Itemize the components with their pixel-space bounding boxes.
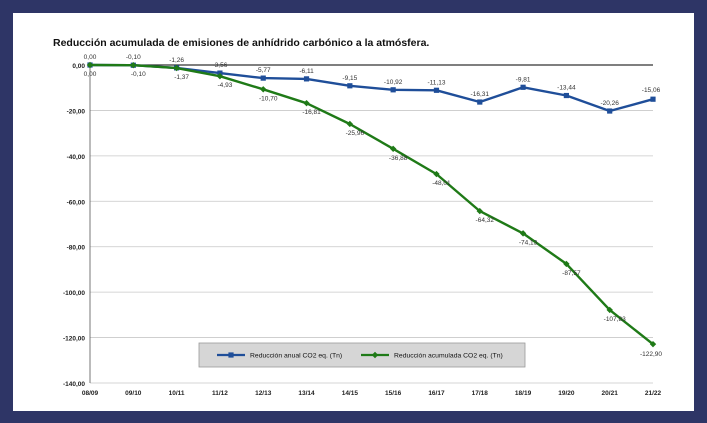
data-point <box>607 108 613 114</box>
data-labels: 0,00 -0,10 -1,26 -3,56 -5,77 -6,11 -9,15 -10,92… <box>84 54 663 358</box>
data-point <box>606 306 613 314</box>
data-label: -0,10 <box>126 54 141 61</box>
data-label: -6,11 <box>299 68 314 75</box>
data-point <box>519 230 527 237</box>
legend: Reducción anual CO2 eq. (Tn) Reducción ac… <box>198 342 526 368</box>
data-label: -9,15 <box>342 75 357 82</box>
y-tick-label: -80,00 <box>67 245 86 252</box>
gridlines <box>89 64 653 384</box>
series-lines <box>86 61 657 348</box>
data-label: -122,90 <box>640 351 662 358</box>
data-point <box>390 87 396 93</box>
data-label: -13,44 <box>557 85 576 92</box>
data-point <box>650 96 656 102</box>
data-label: -11,13 <box>427 79 445 86</box>
data-label: -16,81 <box>302 109 321 116</box>
x-tick-labels: 08/09 09/10 10/11 11/12 12/13 13/14 14/15 15/16… <box>82 390 662 397</box>
data-label: -10,70 <box>259 95 278 102</box>
data-point <box>477 99 483 105</box>
data-label: 0,00 <box>84 54 97 61</box>
x-tick-label: 14/15 <box>342 390 359 397</box>
legend-marker <box>371 351 379 359</box>
data-point <box>433 170 440 178</box>
data-point <box>260 75 266 81</box>
data-point <box>260 86 267 93</box>
y-tick-label: -120,00 <box>63 336 85 343</box>
data-label: -87,57 <box>562 270 581 277</box>
data-point <box>649 340 657 348</box>
x-tick-label: 19/20 <box>558 390 575 397</box>
x-tick-label: 17/18 <box>472 390 489 397</box>
data-label: -15,06 <box>642 87 661 94</box>
legend-marker <box>228 352 234 358</box>
x-tick-label: 10/11 <box>169 390 185 397</box>
data-label: -36,88 <box>389 155 408 162</box>
y-tick-label: 0,00 <box>72 63 85 70</box>
data-label: 0,00 <box>84 71 97 78</box>
data-label: -0,10 <box>131 71 146 78</box>
emissions-chart: Reducción acumulada de emisiones de anhí… <box>53 37 663 397</box>
data-point <box>476 207 483 215</box>
legend-label: Reducción anual CO2 eq. (Tn) <box>250 353 342 360</box>
data-point <box>389 145 397 152</box>
y-tick-label: -40,00 <box>67 154 86 161</box>
y-tick-label: -140,00 <box>63 381 85 388</box>
x-tick-label: 20/21 <box>602 390 619 397</box>
data-point <box>520 84 526 90</box>
data-label: -1,37 <box>174 74 189 81</box>
data-label: -5,77 <box>256 67 271 74</box>
x-tick-label: 12/13 <box>255 390 272 397</box>
x-tick-label: 08/09 <box>82 390 99 397</box>
data-point <box>347 83 353 89</box>
data-label: -9,81 <box>516 76 531 83</box>
x-tick-label: 16/17 <box>428 390 445 397</box>
data-label: -74,13 <box>519 239 538 246</box>
y-tick-label: -60,00 <box>67 199 86 206</box>
chart-panel: Reducción acumulada de emisiones de anhí… <box>13 13 694 411</box>
data-label: -3,56 <box>213 62 228 69</box>
data-point <box>130 62 137 69</box>
y-tick-labels: 0,00 -20,00 -40,00 -60,00 -80,00 -100,00 -120,… <box>63 63 85 388</box>
data-label: -64,32 <box>476 217 495 224</box>
data-point <box>86 61 94 69</box>
legend-label: Reducción acumulada CO2 eq. (Tn) <box>394 353 503 360</box>
data-point <box>433 87 440 93</box>
data-label: -25,96 <box>346 130 365 137</box>
chart-title: Reducción acumulada de emisiones de anhí… <box>53 37 429 49</box>
data-point <box>173 64 180 72</box>
data-label: -16,31 <box>471 91 490 98</box>
data-point <box>563 92 569 99</box>
data-point <box>346 120 354 128</box>
data-point <box>563 260 570 268</box>
data-label: -20,26 <box>600 100 619 107</box>
x-tick-label: 09/10 <box>125 390 142 397</box>
y-tick-label: -100,00 <box>63 290 85 297</box>
data-label: -4,93 <box>218 82 233 89</box>
data-point <box>303 76 310 82</box>
data-point <box>216 72 224 80</box>
data-label: -107,83 <box>604 316 626 323</box>
y-tick-label: -20,00 <box>67 108 86 115</box>
x-tick-label: 15/16 <box>385 390 402 397</box>
x-tick-label: 11/12 <box>212 390 228 397</box>
data-label: -1,26 <box>169 57 184 64</box>
data-label: -48,01 <box>432 180 451 187</box>
data-point <box>303 99 310 107</box>
x-tick-label: 13/14 <box>298 390 315 397</box>
data-label: -10,92 <box>384 79 403 86</box>
x-tick-label: 21/22 <box>645 390 662 397</box>
series-line-accumulated <box>89 63 654 346</box>
x-tick-label: 18/19 <box>515 390 532 397</box>
